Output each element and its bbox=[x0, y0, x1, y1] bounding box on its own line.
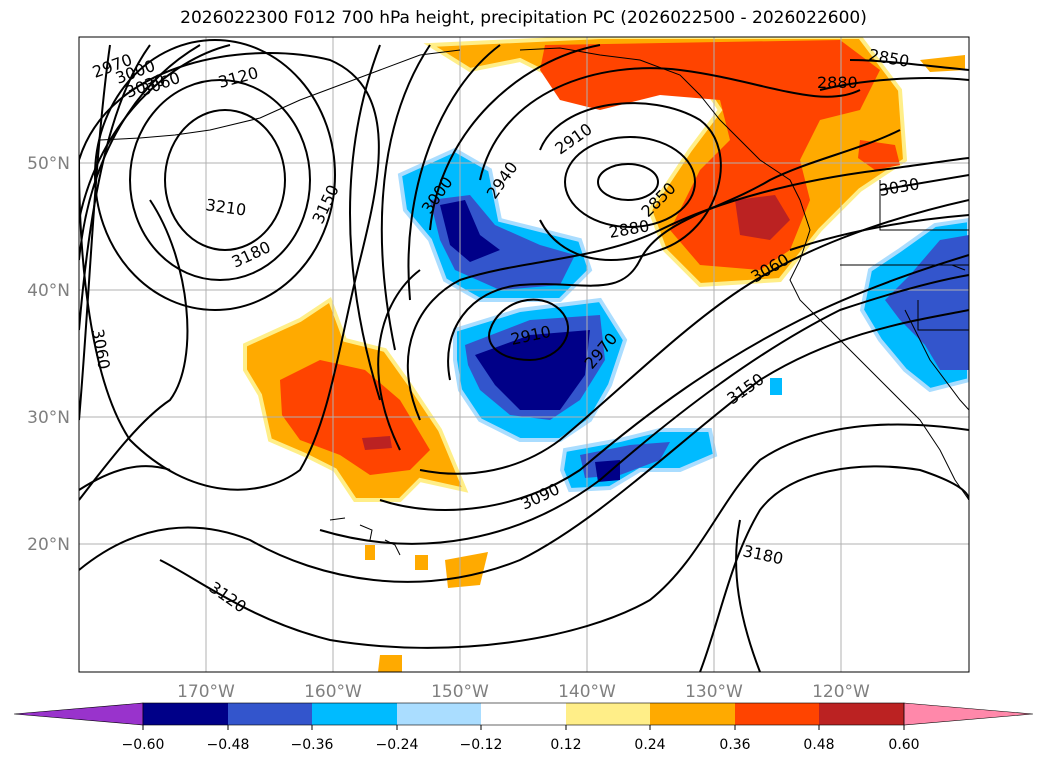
colorbar-tick-label: 0.48 bbox=[803, 737, 834, 753]
lon-label: 170°W bbox=[177, 682, 235, 702]
map-panel: 2970 3000 3030 3060 3120 3210 3180 3150 … bbox=[79, 37, 969, 672]
lon-label: 120°W bbox=[812, 682, 870, 702]
map-gridlines bbox=[79, 37, 969, 672]
colorbar-tick-label: 0.36 bbox=[719, 737, 750, 753]
colorbar-segment bbox=[735, 703, 819, 725]
map-title: 2026022300 F012 700 hPa height, precipit… bbox=[180, 8, 867, 28]
lon-label: 150°W bbox=[431, 682, 489, 702]
colorbar-tick-label: 0.24 bbox=[634, 737, 665, 753]
height-contours bbox=[79, 39, 969, 672]
colorbar-segment bbox=[566, 703, 650, 725]
map-frame bbox=[78, 36, 970, 673]
contour-label: 2880 bbox=[817, 73, 858, 92]
colorbar-tick-label: −0.36 bbox=[291, 737, 334, 753]
longitude-labels: 170°W 160°W 150°W 140°W 130°W 120°W bbox=[177, 682, 870, 702]
lon-label: 140°W bbox=[558, 682, 616, 702]
lon-label: 130°W bbox=[685, 682, 743, 702]
lat-label: 20°N bbox=[27, 535, 70, 555]
lon-label: 160°W bbox=[304, 682, 362, 702]
colorbar-tick-label: −0.60 bbox=[122, 737, 165, 753]
colorbar-tick-label: 0.60 bbox=[888, 737, 919, 753]
lat-label: 50°N bbox=[27, 154, 70, 174]
colorbar-segment bbox=[650, 703, 735, 725]
colorbar-segment bbox=[481, 703, 566, 725]
lat-label: 30°N bbox=[27, 408, 70, 428]
precip-shading bbox=[243, 37, 969, 672]
colorbar-extend-min bbox=[13, 702, 144, 726]
colorbar-segment bbox=[228, 703, 312, 725]
lat-label: 40°N bbox=[27, 281, 70, 301]
colorbar-segment bbox=[819, 703, 904, 725]
colorbar: −0.60 −0.48 −0.36 −0.24 −0.12 0.12 0.24 … bbox=[13, 702, 1034, 753]
colorbar-segment bbox=[397, 703, 481, 725]
colorbar-tick-label: −0.24 bbox=[376, 737, 419, 753]
colorbar-tick-label: −0.48 bbox=[207, 737, 250, 753]
colorbar-tick-label: −0.12 bbox=[460, 737, 503, 753]
colorbar-extend-max bbox=[903, 702, 1034, 726]
latitude-labels: 50°N 40°N 30°N 20°N bbox=[27, 154, 70, 555]
colorbar-tick-label: 0.12 bbox=[550, 737, 581, 753]
colorbar-segment bbox=[312, 703, 397, 725]
colorbar-segment bbox=[143, 703, 228, 725]
